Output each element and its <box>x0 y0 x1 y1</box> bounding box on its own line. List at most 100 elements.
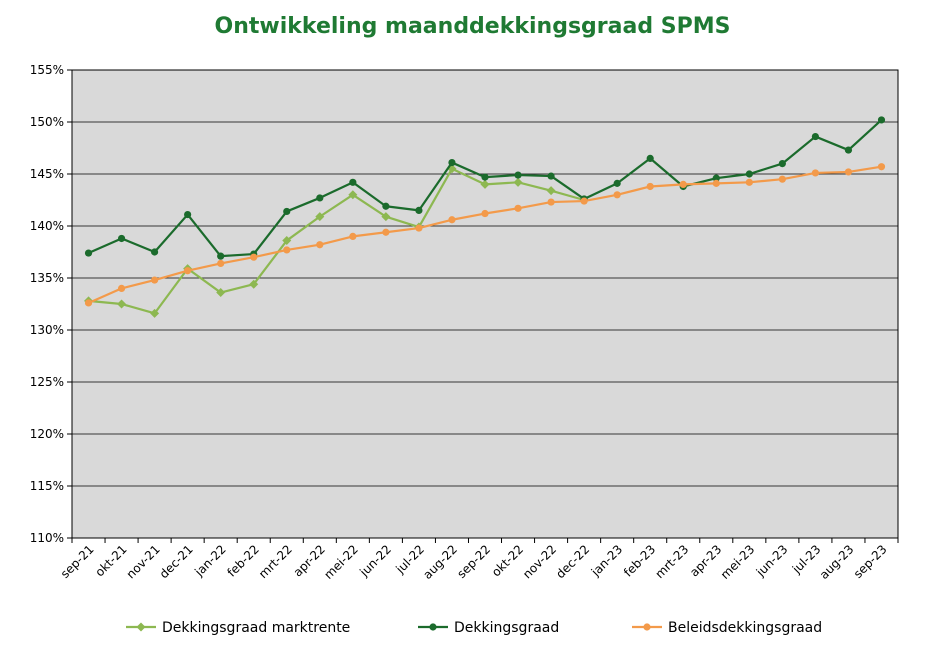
data-point-beleidsdekkingsgraad <box>184 267 192 275</box>
y-tick-label: 115% <box>30 479 64 493</box>
data-point-dekkingsgraad-marktrente <box>381 212 391 222</box>
data-point-beleidsdekkingsgraad <box>382 228 390 236</box>
x-tick-label: okt-21 <box>92 542 129 579</box>
x-tick-label: mrt-22 <box>256 542 295 581</box>
x-tick-label: jan-22 <box>191 542 228 579</box>
data-point-beleidsdekkingsgraad <box>811 169 820 177</box>
data-point-dekkingsgraad <box>151 248 159 256</box>
data-point-beleidsdekkingsgraad <box>217 259 225 268</box>
data-point-beleidsdekkingsgraad <box>283 246 291 254</box>
data-point-dekkingsgraad <box>712 174 720 182</box>
data-point-dekkingsgraad <box>217 252 225 260</box>
plot-area <box>71 69 899 539</box>
series-line-dekkingsgraad-marktrente <box>88 167 585 315</box>
data-point-dekkingsgraad-marktrente <box>282 236 292 246</box>
data-point-beleidsdekkingsgraad <box>415 224 423 232</box>
data-point-dekkingsgraad-marktrente <box>249 279 259 289</box>
x-tick-label: feb-22 <box>224 542 261 579</box>
legend-marker-dekkingsgraad-marktrente <box>136 622 146 632</box>
data-point-beleidsdekkingsgraad <box>547 198 555 206</box>
data-point-dekkingsgraad <box>184 210 192 219</box>
x-tick-label: sep-23 <box>851 542 890 581</box>
data-point-dekkingsgraad <box>382 202 390 210</box>
data-point-beleidsdekkingsgraad <box>646 182 654 191</box>
x-tick-label: jan-23 <box>588 542 625 579</box>
x-tick-label: aug-23 <box>817 542 857 582</box>
data-point-dekkingsgraad <box>481 173 489 181</box>
data-point-dekkingsgraad-marktrente <box>117 299 127 309</box>
x-tick-label: aug-22 <box>420 542 460 582</box>
legend-marker-beleidsdekkingsgraad <box>643 623 651 631</box>
data-point-beleidsdekkingsgraad <box>250 253 258 261</box>
data-point-beleidsdekkingsgraad <box>84 299 93 307</box>
data-point-beleidsdekkingsgraad <box>448 216 456 224</box>
data-point-dekkingsgraad <box>283 207 291 216</box>
data-point-beleidsdekkingsgraad <box>844 168 853 176</box>
data-point-dekkingsgraad <box>117 234 126 243</box>
data-point-dekkingsgraad-marktrente <box>216 288 226 298</box>
data-point-beleidsdekkingsgraad <box>481 209 489 218</box>
y-tick-label: 155% <box>30 63 64 77</box>
data-point-beleidsdekkingsgraad <box>514 204 522 212</box>
y-tick-label: 120% <box>30 427 64 441</box>
data-point-dekkingsgraad-marktrente <box>546 186 556 196</box>
data-point-dekkingsgraad <box>613 179 621 187</box>
x-tick-label: mei-22 <box>321 542 361 582</box>
data-point-dekkingsgraad <box>547 172 555 180</box>
x-tick-label: mei-23 <box>718 542 758 582</box>
data-point-dekkingsgraad <box>646 154 654 162</box>
data-point-dekkingsgraad <box>514 171 522 179</box>
data-point-dekkingsgraad-marktrente <box>348 190 358 200</box>
y-tick-label: 110% <box>30 531 64 545</box>
data-point-beleidsdekkingsgraad <box>151 276 159 284</box>
data-point-dekkingsgraad <box>316 194 324 202</box>
data-point-dekkingsgraad <box>415 206 423 214</box>
data-point-beleidsdekkingsgraad <box>580 197 588 205</box>
data-point-dekkingsgraad-marktrente <box>315 212 325 222</box>
data-point-dekkingsgraad <box>811 132 820 141</box>
data-point-beleidsdekkingsgraad <box>778 175 786 183</box>
y-tick-label: 140% <box>30 219 64 233</box>
legend-label-dekkingsgraad-marktrente: Dekkingsgraad marktrente <box>162 620 350 636</box>
data-point-beleidsdekkingsgraad <box>613 191 621 199</box>
x-tick-label: okt-22 <box>489 542 526 579</box>
x-tick-label: jun-22 <box>356 542 394 580</box>
x-tick-label: mrt-23 <box>653 542 692 581</box>
y-tick-label: 145% <box>30 167 64 181</box>
data-point-dekkingsgraad <box>844 146 853 154</box>
data-point-beleidsdekkingsgraad <box>316 241 324 249</box>
data-point-beleidsdekkingsgraad <box>117 284 126 292</box>
data-point-dekkingsgraad <box>877 116 886 124</box>
x-tick-label: nov-22 <box>520 542 559 581</box>
legend-label-beleidsdekkingsgraad: Beleidsdekkingsgraad <box>668 620 822 636</box>
chart-title: Ontwikkeling maanddekkingsgraad SPMS <box>214 14 731 39</box>
data-point-dekkingsgraad <box>349 178 357 186</box>
data-point-dekkingsgraad-marktrente <box>513 177 523 187</box>
x-tick-label: sep-21 <box>58 542 97 581</box>
y-tick-label: 125% <box>30 375 64 389</box>
y-tick-label: 150% <box>30 115 64 129</box>
x-tick-label: sep-22 <box>454 542 493 581</box>
data-point-dekkingsgraad <box>84 249 93 257</box>
data-point-beleidsdekkingsgraad <box>877 163 886 171</box>
data-point-beleidsdekkingsgraad <box>349 232 357 240</box>
legend-label-dekkingsgraad: Dekkingsgraad <box>454 620 559 636</box>
data-point-beleidsdekkingsgraad <box>679 180 687 188</box>
x-tick-label: feb-23 <box>621 542 658 579</box>
data-point-dekkingsgraad <box>745 170 753 178</box>
y-tick-label: 130% <box>30 323 64 337</box>
x-tick-label: dec-21 <box>157 542 196 581</box>
data-point-beleidsdekkingsgraad <box>712 179 720 187</box>
data-point-beleidsdekkingsgraad <box>745 178 753 186</box>
x-tick-label: jun-23 <box>753 542 791 580</box>
data-point-dekkingsgraad <box>778 160 786 168</box>
data-point-dekkingsgraad-marktrente <box>480 179 490 189</box>
x-tick-label: dec-22 <box>553 542 592 581</box>
data-point-dekkingsgraad-marktrente <box>150 308 160 318</box>
legend-marker-dekkingsgraad <box>429 623 437 631</box>
y-tick-label: 135% <box>30 271 64 285</box>
data-point-dekkingsgraad <box>448 158 456 167</box>
x-tick-label: nov-21 <box>124 542 163 581</box>
